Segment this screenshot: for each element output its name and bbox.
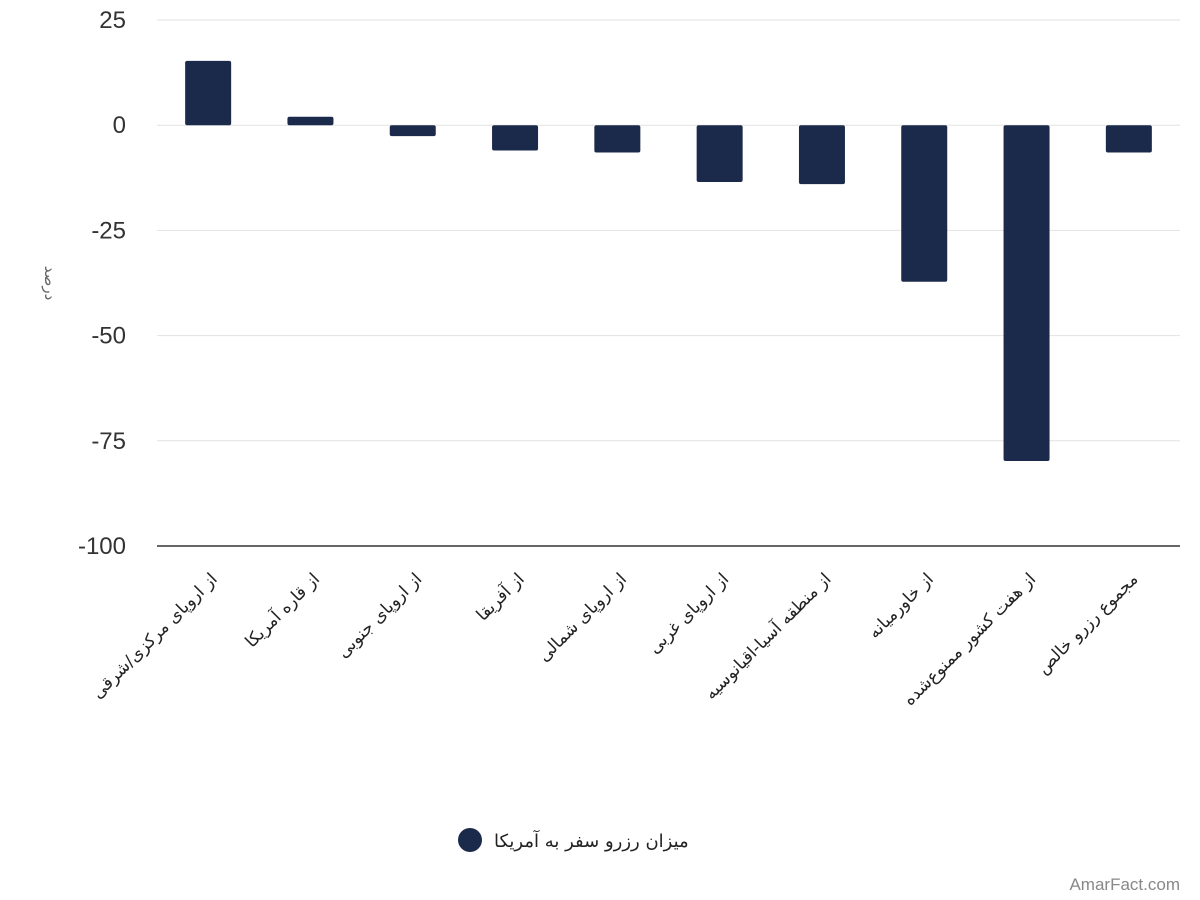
y-axis-ticks: 25 0 -25 -50 -75 -100 — [78, 7, 126, 560]
legend-swatch — [458, 828, 482, 852]
bar — [185, 60, 232, 126]
bar — [594, 125, 641, 153]
y-tick-label: 0 — [113, 112, 126, 139]
y-tick-label: -75 — [91, 428, 126, 455]
x-tick-label: از خاورمیانه — [864, 569, 937, 642]
y-tick-label: -50 — [91, 323, 126, 350]
x-tick-label: از اروپای شمالی — [534, 569, 631, 666]
bar — [798, 125, 845, 185]
y-axis-label: درصد — [41, 266, 59, 301]
bar — [492, 125, 539, 151]
watermark: AmarFact.com — [1069, 875, 1180, 894]
bar — [696, 125, 743, 183]
bar — [287, 116, 334, 126]
legend: میزان رزرو سفر به آمریکا — [458, 828, 689, 852]
x-tick-label: از آفریقا — [471, 568, 528, 625]
bar — [1105, 125, 1152, 153]
x-tick-label: از قاره آمریکا — [240, 568, 324, 652]
bars — [185, 60, 1152, 461]
x-axis-tick-labels: از اروپای مرکزی/شرقی از قاره آمریکا از ارو… — [88, 568, 1142, 710]
x-tick-label: مجموع رزرو خالص — [1033, 569, 1142, 678]
y-tick-label: -100 — [78, 533, 126, 560]
x-tick-label: از اروپای مرکزی/شرقی — [88, 569, 222, 703]
x-tick-label: از اروپای جنوبی — [333, 569, 426, 662]
y-tick-label: 25 — [99, 7, 126, 34]
x-tick-label: از اروپای غربی — [645, 569, 734, 658]
bar — [1003, 125, 1050, 461]
legend-label: میزان رزرو سفر به آمریکا — [494, 829, 689, 852]
bar — [901, 125, 948, 282]
y-tick-label: -25 — [91, 217, 126, 244]
bar — [389, 125, 436, 137]
